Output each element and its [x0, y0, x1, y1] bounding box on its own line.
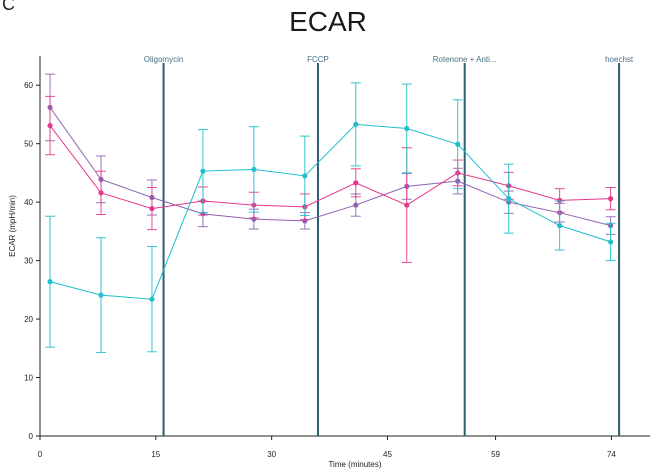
data-point: [557, 222, 563, 229]
y-tick-label: 10: [24, 374, 33, 383]
series-line: [49, 125, 611, 210]
data-point: [353, 202, 359, 208]
x-tick: 59: [491, 436, 501, 459]
x-tick-label: 74: [607, 450, 616, 459]
series-2: [45, 95, 616, 263]
data-series: [45, 73, 616, 353]
event-label: hoechst: [605, 55, 634, 64]
y-tick: 40: [24, 198, 40, 207]
x-tick: 74: [607, 436, 616, 459]
x-tick-label: 0: [38, 450, 43, 459]
data-point: [149, 296, 155, 302]
data-point: [200, 168, 206, 174]
x-tick-label: 30: [267, 450, 276, 459]
data-point: [353, 121, 359, 127]
y-tick: 30: [24, 257, 40, 266]
x-tick: 45: [383, 436, 392, 459]
data-point: [98, 190, 104, 196]
series-3: [45, 82, 616, 353]
y-tick: 60: [24, 81, 40, 90]
y-tick-label: 0: [29, 432, 34, 441]
y-tick-label: 40: [24, 198, 33, 207]
data-point: [302, 173, 308, 179]
x-tick-label: 45: [383, 450, 392, 459]
y-tick: 0: [29, 432, 40, 441]
series-line: [49, 107, 611, 227]
axes: 0 10 20 30 40 50 60 0 15 30 45 59 74: [24, 56, 650, 459]
data-point: [47, 279, 53, 285]
data-point: [98, 292, 104, 298]
y-tick: 50: [24, 140, 40, 149]
y-tick-label: 30: [24, 257, 33, 266]
event-label: Oligomycin: [144, 55, 184, 64]
x-tick: 15: [151, 436, 161, 459]
data-point: [608, 196, 614, 202]
chart-title: ECAR: [289, 6, 367, 37]
x-axis-label: Time (minutes): [328, 460, 381, 469]
data-point: [455, 141, 461, 147]
y-tick-label: 50: [24, 140, 33, 149]
data-point: [149, 205, 155, 212]
data-point: [404, 202, 410, 208]
series-line: [49, 123, 611, 300]
data-point: [608, 239, 614, 245]
event-markers: Oligomycin FCCP Rotenone + Anti... hoechst: [144, 55, 634, 436]
data-point: [251, 166, 257, 173]
y-tick-label: 20: [24, 315, 33, 324]
y-axis-label: ECAR (mpH/min): [8, 195, 17, 257]
event-label: FCCP: [307, 55, 329, 64]
x-tick: 30: [267, 436, 277, 459]
panel-letter: C: [2, 0, 15, 14]
x-tick-label: 59: [491, 450, 500, 459]
y-tick: 20: [24, 315, 40, 324]
data-point: [404, 125, 410, 132]
data-point: [557, 197, 563, 203]
data-point: [506, 196, 512, 202]
data-point: [47, 122, 53, 129]
y-tick: 10: [24, 374, 40, 383]
x-tick-label: 15: [151, 450, 160, 459]
event-label: Rotenone + Anti...: [433, 55, 497, 64]
data-point: [353, 180, 359, 186]
x-tick: 0: [38, 436, 43, 459]
y-tick-label: 60: [24, 81, 33, 90]
